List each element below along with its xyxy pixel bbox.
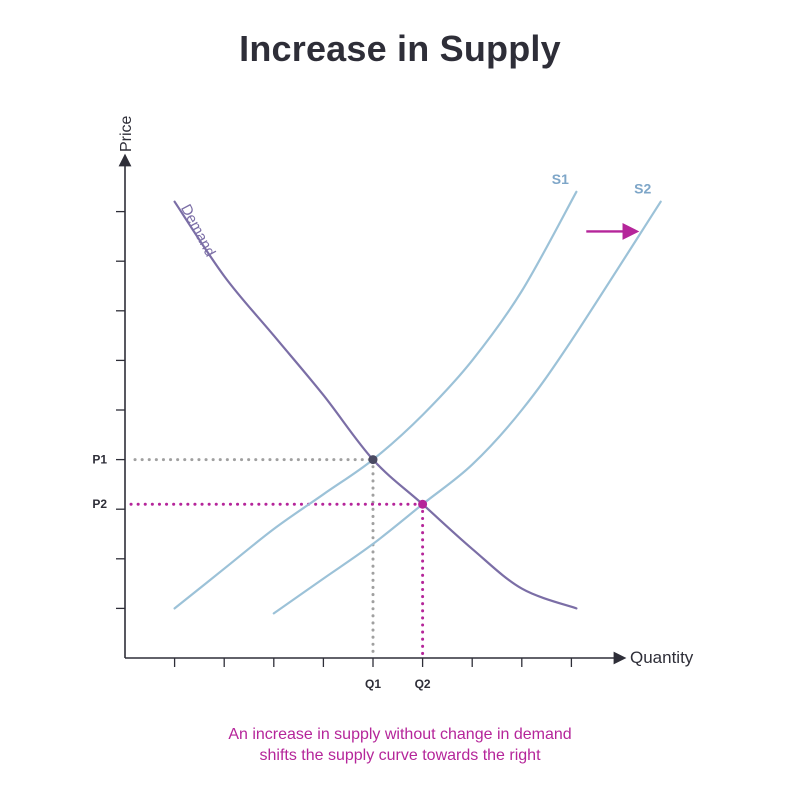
y-tick-label-p1: P1 [92, 453, 107, 467]
caption-line-1: An increase in supply without change in … [228, 726, 572, 743]
y-axis-label: Price [118, 115, 135, 152]
chart-labels: Quantity Price Q1 Q2 P1 P2 Demand S1 S2 [92, 115, 693, 691]
curves [173, 190, 662, 615]
curve-s1 [173, 190, 578, 610]
s1-label: S1 [552, 171, 569, 187]
caption: An increase in supply without change in … [0, 724, 800, 766]
chart-title: Increase in Supply [239, 28, 561, 69]
axis-ticks [116, 210, 573, 667]
x-axis-label: Quantity [630, 648, 694, 667]
x-tick-label-q2: Q2 [415, 677, 431, 691]
equilibrium-points [368, 455, 428, 509]
caption-line-2: shifts the supply curve towards the righ… [259, 747, 541, 764]
demand-label: Demand [177, 202, 219, 260]
x-tick-label-q1: Q1 [365, 677, 381, 691]
curve-demand [173, 200, 578, 610]
equilibrium-point-new [418, 499, 428, 509]
y-tick-label-p2: P2 [92, 497, 107, 511]
equilibrium-point-original [368, 455, 378, 465]
s2-label: S2 [634, 181, 651, 197]
curve-s2 [272, 200, 662, 615]
guide-lines [129, 458, 425, 656]
